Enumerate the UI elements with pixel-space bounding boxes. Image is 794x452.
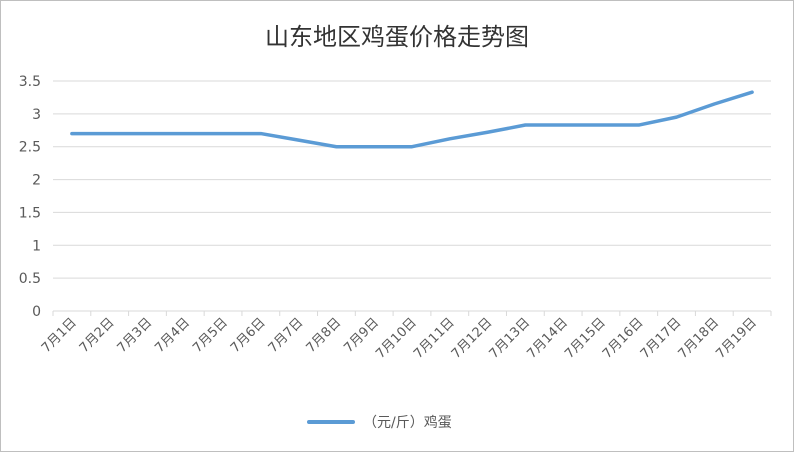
- x-tick-label: 7月1日: [39, 315, 80, 356]
- x-tick-label: 7月7日: [266, 315, 307, 356]
- x-tick-label: 7月3日: [115, 315, 156, 356]
- x-axis-ticks: 7月1日7月2日7月3日7月4日7月5日7月6日7月7日7月8日7月9日7月10…: [39, 315, 760, 362]
- y-axis-ticks: 0 0.5 1 1.5 2 2.5 3 3.5: [19, 74, 41, 320]
- x-tick-label: 7月15日: [562, 315, 609, 362]
- series-line: [70, 90, 754, 149]
- legend-label: （元/斤）鸡蛋: [363, 414, 452, 431]
- y-tick-label: 1: [32, 238, 41, 254]
- y-tick-label: 1.5: [19, 205, 41, 221]
- x-tick-label: 7月12日: [449, 315, 496, 362]
- x-tick-label: 7月19日: [713, 315, 760, 362]
- x-tick-label: 7月8日: [304, 315, 345, 356]
- y-tick-label: 3: [32, 107, 41, 123]
- x-tick-label: 7月18日: [676, 315, 723, 362]
- x-tick-label: 7月4日: [152, 315, 193, 356]
- axis-layer: [52, 310, 772, 316]
- x-tick-label: 7月6日: [228, 315, 269, 356]
- x-tick-label: 7月2日: [77, 315, 118, 356]
- legend: （元/斤）鸡蛋: [307, 414, 452, 431]
- x-tick-label: 7月11日: [411, 315, 458, 362]
- grid-layer: [53, 80, 771, 279]
- chart-title: 山东地区鸡蛋价格走势图: [265, 23, 529, 51]
- x-tick-label: 7月10日: [373, 315, 420, 362]
- series-layer: [70, 90, 754, 149]
- x-tick-label: 7月5日: [190, 315, 231, 356]
- x-tick-label: 7月17日: [638, 315, 685, 362]
- x-tick-label: 7月13日: [487, 315, 534, 362]
- y-tick-label: 0.5: [19, 271, 41, 287]
- y-tick-label: 0: [32, 304, 41, 320]
- x-tick-label: 7月14日: [524, 315, 571, 362]
- y-tick-label: 3.5: [19, 74, 41, 90]
- y-tick-label: 2.5: [19, 140, 41, 156]
- x-tick-label: 7月16日: [600, 315, 647, 362]
- y-tick-label: 2: [32, 173, 41, 189]
